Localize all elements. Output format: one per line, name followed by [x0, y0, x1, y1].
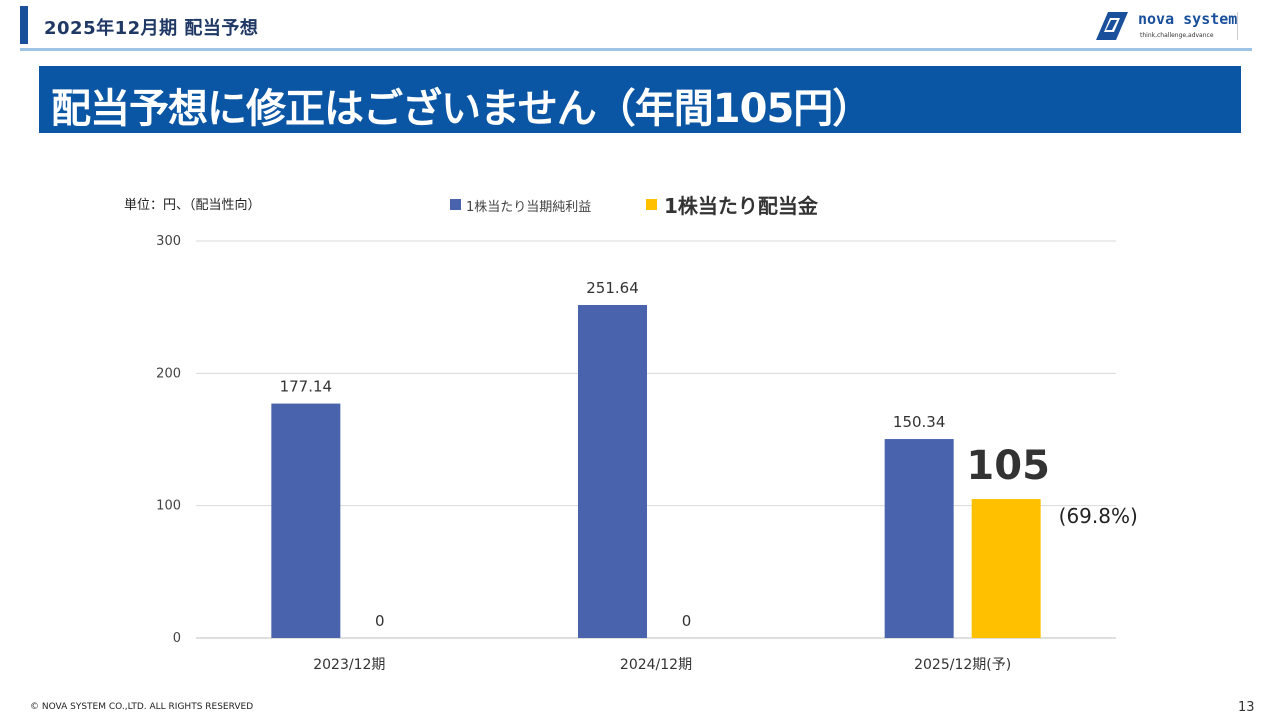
data-label-dividend: 0: [375, 612, 385, 630]
unit-label: 単位：円、（配当性向）: [124, 198, 261, 213]
x-tick-label: 2024/12期: [620, 657, 692, 673]
y-tick-label: 0: [173, 631, 181, 646]
page-title: 2025年12月期 配当予想: [44, 18, 259, 39]
y-tick-label: 300: [156, 234, 181, 249]
headline-banner: 配当予想に修正はございません（年間105円）: [39, 66, 1241, 133]
company-logo: nova system think,challenge,advance: [1094, 10, 1254, 44]
bar-eps: [578, 304, 647, 638]
payout-ratio-annotation: (69.8%): [1059, 504, 1138, 528]
bar-eps: [884, 439, 954, 638]
y-tick-label: 100: [156, 499, 181, 514]
nova-logo-icon: [1096, 12, 1128, 40]
logo-name: nova system: [1138, 10, 1238, 28]
legend-swatch-dividend: [646, 199, 657, 210]
bar-dividend: [971, 499, 1041, 638]
bar-eps: [271, 403, 341, 638]
legend-label-dividend: 1株当たり配当金: [664, 194, 818, 218]
header-accent-bar: [20, 6, 28, 44]
data-label-eps: 177.14: [280, 378, 333, 396]
logo-divider: [1237, 12, 1238, 40]
y-tick-label: 200: [156, 366, 181, 381]
data-label-dividend: 105: [966, 443, 1050, 489]
x-tick-label: 2023/12期: [313, 657, 385, 673]
x-tick-label: 2025/12期(予): [914, 657, 1011, 673]
legend-swatch-eps: [450, 199, 461, 210]
header-divider: [20, 48, 1252, 51]
headline-text: 配当予想に修正はございません（年間105円）: [51, 86, 872, 132]
page-number: 13: [1238, 700, 1255, 715]
logo-tagline: think,challenge,advance: [1140, 32, 1214, 39]
data-label-eps: 251.64: [586, 279, 639, 297]
legend-label-eps: 1株当たり当期純利益: [466, 200, 592, 215]
data-label-eps: 150.34: [893, 413, 946, 431]
data-label-dividend: 0: [682, 612, 692, 630]
copyright-text: © NOVA SYSTEM CO.,LTD. ALL RIGHTS RESERV…: [30, 702, 254, 712]
